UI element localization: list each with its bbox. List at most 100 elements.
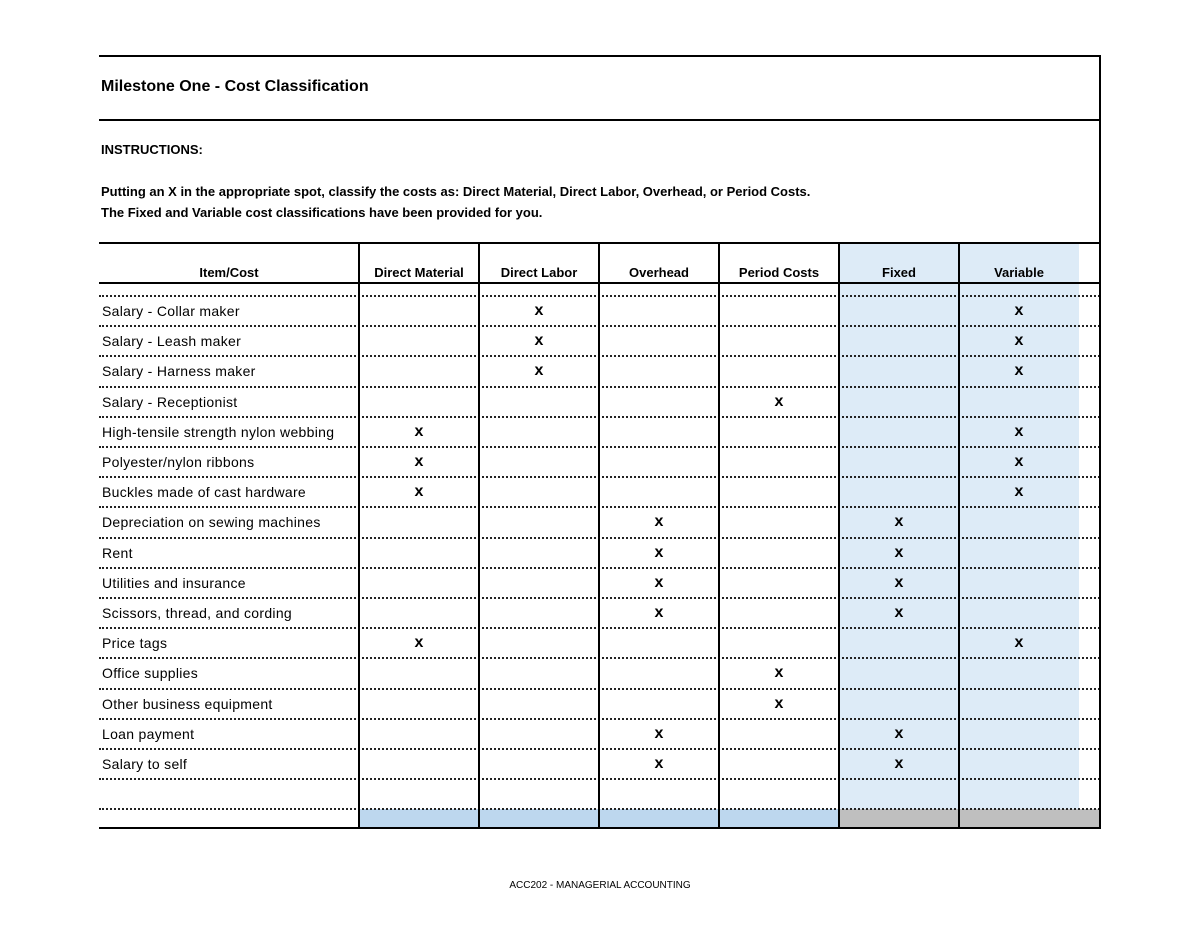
classification-cell[interactable]: [479, 538, 599, 568]
classification-cell[interactable]: [719, 598, 839, 628]
classification-cell[interactable]: [479, 658, 599, 688]
classification-cell[interactable]: [959, 387, 1079, 417]
x-mark[interactable]: x: [654, 544, 664, 561]
classification-cell[interactable]: [359, 719, 479, 749]
x-mark[interactable]: x: [414, 634, 424, 651]
x-mark[interactable]: x: [1014, 634, 1024, 651]
classification-cell[interactable]: [839, 296, 959, 326]
x-mark[interactable]: x: [894, 513, 904, 530]
classification-cell[interactable]: [839, 658, 959, 688]
x-mark[interactable]: x: [894, 725, 904, 742]
classification-cell[interactable]: [599, 779, 719, 809]
x-mark[interactable]: x: [774, 695, 784, 712]
x-mark[interactable]: x: [654, 513, 664, 530]
classification-cell[interactable]: [959, 568, 1079, 598]
x-mark[interactable]: x: [894, 604, 904, 621]
classification-cell[interactable]: [719, 628, 839, 658]
classification-cell[interactable]: [359, 568, 479, 598]
x-mark[interactable]: x: [1014, 302, 1024, 319]
x-mark[interactable]: x: [534, 332, 544, 349]
x-mark[interactable]: x: [654, 725, 664, 742]
x-mark[interactable]: x: [894, 574, 904, 591]
x-mark[interactable]: x: [654, 604, 664, 621]
classification-cell[interactable]: [359, 296, 479, 326]
classification-cell[interactable]: [479, 689, 599, 719]
classification-cell[interactable]: [359, 779, 479, 809]
classification-cell[interactable]: [719, 417, 839, 447]
classification-cell[interactable]: [359, 326, 479, 356]
classification-cell[interactable]: [839, 447, 959, 477]
classification-cell[interactable]: [959, 507, 1079, 537]
x-mark[interactable]: x: [1014, 332, 1024, 349]
x-mark[interactable]: x: [414, 423, 424, 440]
classification-cell[interactable]: [719, 356, 839, 386]
x-mark[interactable]: x: [534, 302, 544, 319]
classification-cell[interactable]: [599, 658, 719, 688]
classification-cell[interactable]: [959, 779, 1079, 809]
x-mark[interactable]: x: [774, 393, 784, 410]
classification-cell[interactable]: [479, 507, 599, 537]
classification-cell[interactable]: [479, 779, 599, 809]
classification-cell[interactable]: [359, 598, 479, 628]
classification-cell[interactable]: [719, 568, 839, 598]
classification-cell[interactable]: [959, 658, 1079, 688]
classification-cell[interactable]: [599, 628, 719, 658]
classification-cell[interactable]: [479, 598, 599, 628]
classification-cell[interactable]: [719, 749, 839, 779]
x-mark[interactable]: x: [534, 362, 544, 379]
classification-cell[interactable]: [599, 477, 719, 507]
classification-cell[interactable]: [839, 356, 959, 386]
classification-cell[interactable]: [959, 598, 1079, 628]
classification-cell[interactable]: [599, 417, 719, 447]
classification-cell[interactable]: [839, 689, 959, 719]
classification-cell[interactable]: [479, 387, 599, 417]
classification-cell[interactable]: [719, 477, 839, 507]
classification-cell[interactable]: [959, 538, 1079, 568]
classification-cell[interactable]: [359, 538, 479, 568]
classification-cell[interactable]: [479, 568, 599, 598]
classification-cell[interactable]: [959, 689, 1079, 719]
classification-cell[interactable]: [479, 628, 599, 658]
classification-cell[interactable]: [959, 719, 1079, 749]
classification-cell[interactable]: [719, 326, 839, 356]
x-mark[interactable]: x: [414, 453, 424, 470]
classification-cell[interactable]: [599, 447, 719, 477]
classification-cell[interactable]: [719, 507, 839, 537]
classification-cell[interactable]: [719, 447, 839, 477]
classification-cell[interactable]: [479, 477, 599, 507]
classification-cell[interactable]: [959, 749, 1079, 779]
x-mark[interactable]: x: [414, 483, 424, 500]
x-mark[interactable]: x: [1014, 423, 1024, 440]
classification-cell[interactable]: [719, 296, 839, 326]
classification-cell[interactable]: [719, 779, 839, 809]
classification-cell[interactable]: [839, 387, 959, 417]
classification-cell[interactable]: [599, 326, 719, 356]
classification-cell[interactable]: [359, 749, 479, 779]
classification-cell[interactable]: [839, 326, 959, 356]
classification-cell[interactable]: [479, 417, 599, 447]
x-mark[interactable]: x: [1014, 362, 1024, 379]
x-mark[interactable]: x: [1014, 453, 1024, 470]
classification-cell[interactable]: [599, 296, 719, 326]
classification-cell[interactable]: [359, 387, 479, 417]
x-mark[interactable]: x: [654, 755, 664, 772]
classification-cell[interactable]: [839, 628, 959, 658]
classification-cell[interactable]: [599, 387, 719, 417]
x-mark[interactable]: x: [774, 664, 784, 681]
classification-cell[interactable]: [359, 689, 479, 719]
x-mark[interactable]: x: [654, 574, 664, 591]
classification-cell[interactable]: [479, 719, 599, 749]
classification-cell[interactable]: [599, 689, 719, 719]
classification-cell[interactable]: [359, 658, 479, 688]
classification-cell[interactable]: [359, 356, 479, 386]
classification-cell[interactable]: [599, 356, 719, 386]
x-mark[interactable]: x: [894, 755, 904, 772]
classification-cell[interactable]: [839, 417, 959, 447]
classification-cell[interactable]: [719, 719, 839, 749]
classification-cell[interactable]: [839, 477, 959, 507]
classification-cell[interactable]: [719, 538, 839, 568]
classification-cell[interactable]: [359, 507, 479, 537]
classification-cell[interactable]: [479, 447, 599, 477]
x-mark[interactable]: x: [894, 544, 904, 561]
classification-cell[interactable]: [839, 779, 959, 809]
